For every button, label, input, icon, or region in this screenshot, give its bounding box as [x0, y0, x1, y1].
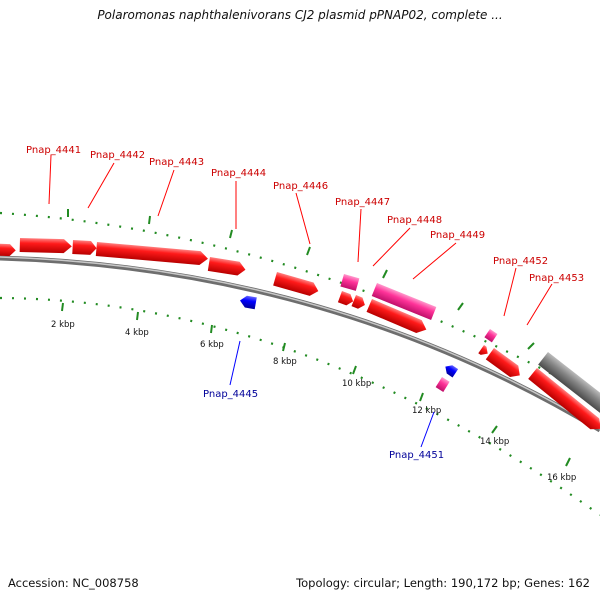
gene-box[interactable] — [371, 283, 437, 320]
gene-label-pnap-4447[interactable]: Pnap_4447 — [335, 197, 390, 208]
gene-label-pnap-4446[interactable]: Pnap_4446 — [273, 181, 328, 192]
summary-text: Topology: circular; Length: 190,172 bp; … — [296, 576, 590, 590]
gene-label-pnap-4451[interactable]: Pnap_4451 — [389, 450, 444, 461]
gene-arrow[interactable] — [207, 257, 247, 277]
gene-arrow[interactable] — [0, 243, 16, 257]
gene-arrow[interactable] — [95, 242, 209, 266]
inner-tick-ring — [0, 296, 600, 516]
gene-label-pnap-4444[interactable]: Pnap_4444 — [211, 168, 266, 179]
kbp-label: 6 kbp — [200, 340, 224, 350]
gene-label-pnap-4452[interactable]: Pnap_4452 — [493, 256, 548, 267]
gene-label-pnap-4448[interactable]: Pnap_4448 — [387, 215, 442, 226]
gene-label-pnap-4445[interactable]: Pnap_4445 — [203, 389, 258, 400]
plasmid-backbone — [0, 255, 600, 433]
pink-genes — [340, 274, 498, 392]
kbp-label: 2 kbp — [51, 320, 75, 330]
outer-tick-ring — [0, 209, 600, 401]
gray-feature[interactable] — [538, 352, 600, 414]
forward-gene-labels: Pnap_4441 Pnap_4442 Pnap_4443 Pnap_4444 … — [26, 145, 584, 284]
gene-box[interactable] — [484, 329, 498, 343]
kbp-label: 16 kbp — [547, 473, 576, 483]
reverse-label-leaders — [229, 340, 435, 448]
kbp-label: 4 kbp — [125, 328, 149, 338]
reverse-gene-labels: Pnap_4445 Pnap_4451 — [203, 389, 444, 461]
gene-arrow[interactable] — [485, 348, 524, 381]
gene-label-pnap-4453[interactable]: Pnap_4453 — [529, 273, 584, 284]
gene-label-pnap-4449[interactable]: Pnap_4449 — [430, 230, 485, 241]
gene-box[interactable] — [435, 377, 450, 392]
gene-arrow[interactable] — [239, 295, 257, 310]
reverse-genes — [239, 295, 459, 378]
gene-label-pnap-4441[interactable]: Pnap_4441 — [26, 145, 81, 156]
gene-arrow[interactable] — [528, 368, 600, 434]
gene-label-pnap-4442[interactable]: Pnap_4442 — [90, 150, 145, 161]
kbp-label: 14 kbp — [480, 437, 509, 447]
kbp-label: 10 kbp — [342, 379, 371, 389]
kbp-label: 12 kbp — [412, 406, 441, 416]
kbp-label: 8 kbp — [273, 357, 297, 367]
gene-label-pnap-4443[interactable]: Pnap_4443 — [149, 157, 204, 168]
gene-arrow[interactable] — [478, 345, 490, 358]
gene-arrow[interactable] — [366, 299, 430, 336]
gene-arrow[interactable] — [19, 238, 72, 254]
page-title: Polaromonas naphthalenivorans CJ2 plasmi… — [97, 8, 503, 22]
gene-arrow[interactable] — [337, 291, 355, 307]
accession-text: Accession: NC_008758 — [8, 576, 139, 590]
gene-arrow[interactable] — [351, 295, 368, 311]
gene-arrow[interactable] — [273, 272, 320, 298]
gene-box[interactable] — [340, 274, 360, 291]
gene-arrow[interactable] — [72, 240, 97, 255]
gene-arrow[interactable] — [443, 362, 459, 378]
forward-genes — [0, 238, 600, 434]
kbp-labels: 2 kbp 4 kbp 6 kbp 8 kbp 10 kbp 12 kbp 14… — [51, 320, 576, 483]
forward-label-leaders — [48, 154, 553, 326]
